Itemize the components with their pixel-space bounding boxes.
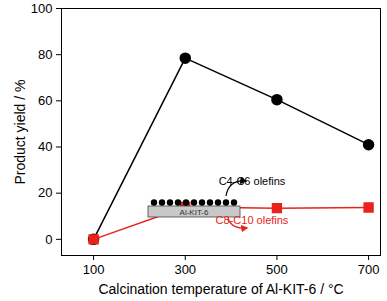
svg-text:100: 100 xyxy=(83,262,105,277)
svg-text:Calcination temperature of Al-: Calcination temperature of Al-KIT-6 / °C xyxy=(98,281,343,297)
svg-text:Product yield / %: Product yield / % xyxy=(12,79,28,184)
svg-text:700: 700 xyxy=(358,262,380,277)
svg-text:0: 0 xyxy=(45,232,52,247)
svg-text:Al-KIT-6: Al-KIT-6 xyxy=(180,208,209,217)
svg-text:60: 60 xyxy=(38,93,52,108)
svg-text:500: 500 xyxy=(266,262,288,277)
svg-text:40: 40 xyxy=(38,139,52,154)
svg-text:300: 300 xyxy=(174,262,196,277)
svg-text:80: 80 xyxy=(38,47,52,62)
svg-text:100: 100 xyxy=(31,1,53,16)
svg-text:20: 20 xyxy=(38,185,52,200)
svg-text:C8-C10 olefins: C8-C10 olefins xyxy=(216,214,289,226)
svg-text:C4-C6 olefins: C4-C6 olefins xyxy=(219,175,286,187)
